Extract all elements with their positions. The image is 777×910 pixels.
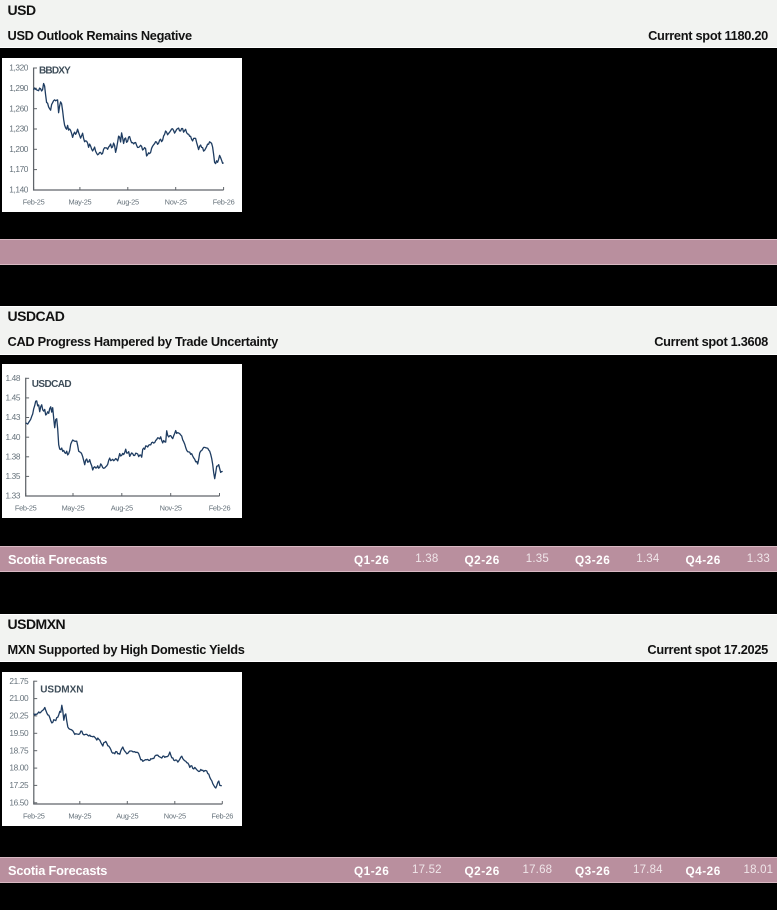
- svg-text:Feb-26: Feb-26: [211, 811, 233, 820]
- svg-text:1.40: 1.40: [6, 432, 21, 442]
- svg-text:May-25: May-25: [62, 503, 85, 512]
- svg-text:16.50: 16.50: [9, 797, 29, 807]
- svg-text:1.45: 1.45: [6, 393, 21, 403]
- svg-text:Feb-26: Feb-26: [209, 503, 231, 512]
- svg-text:1,200: 1,200: [9, 144, 29, 154]
- svg-text:17.25: 17.25: [9, 780, 29, 790]
- svg-text:1,140: 1,140: [9, 185, 29, 195]
- svg-text:1,170: 1,170: [9, 164, 29, 174]
- svg-text:May-25: May-25: [68, 811, 91, 820]
- svg-text:May-25: May-25: [68, 197, 91, 206]
- svg-text:Nov-25: Nov-25: [164, 811, 186, 820]
- svg-text:18.00: 18.00: [9, 763, 29, 773]
- svg-text:1.35: 1.35: [6, 471, 21, 481]
- svg-text:USDMXN: USDMXN: [40, 685, 83, 696]
- svg-text:1.48: 1.48: [6, 373, 21, 383]
- svg-text:Feb-25: Feb-25: [23, 811, 45, 820]
- svg-text:20.25: 20.25: [9, 711, 29, 721]
- svg-text:Aug-25: Aug-25: [111, 503, 133, 512]
- svg-text:1,260: 1,260: [9, 103, 29, 113]
- svg-text:1,230: 1,230: [9, 124, 29, 134]
- svg-text:1,290: 1,290: [9, 83, 29, 93]
- svg-text:Nov-25: Nov-25: [165, 197, 187, 206]
- svg-text:Aug-25: Aug-25: [117, 197, 139, 206]
- svg-text:21.00: 21.00: [9, 693, 29, 703]
- svg-text:Aug-25: Aug-25: [116, 811, 138, 820]
- svg-text:18.75: 18.75: [9, 745, 29, 755]
- svg-text:Nov-25: Nov-25: [160, 503, 182, 512]
- svg-text:BBDXY: BBDXY: [39, 65, 71, 76]
- svg-text:Feb-26: Feb-26: [213, 197, 235, 206]
- svg-text:1.33: 1.33: [6, 491, 21, 501]
- svg-text:Feb-25: Feb-25: [23, 197, 45, 206]
- svg-text:USDCAD: USDCAD: [32, 379, 72, 390]
- svg-text:1,320: 1,320: [9, 63, 29, 73]
- svg-text:1.38: 1.38: [6, 451, 21, 461]
- svg-text:Feb-25: Feb-25: [15, 503, 37, 512]
- svg-text:19.50: 19.50: [9, 728, 29, 738]
- svg-text:21.75: 21.75: [9, 676, 29, 686]
- svg-text:1.43: 1.43: [6, 412, 21, 422]
